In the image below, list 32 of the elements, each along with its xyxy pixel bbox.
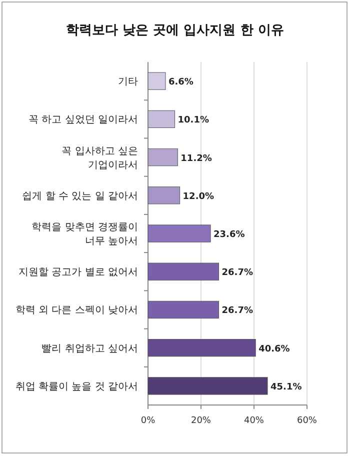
y-tick-label: 빨리 취업하고 싶어서 <box>42 343 138 354</box>
bar <box>148 300 220 319</box>
bar <box>148 148 178 166</box>
data-label: 26.7% <box>222 306 253 316</box>
x-tick-label: 0% <box>140 416 156 426</box>
chart-title: 학력보다 낮은 곳에 입사지원 한 이유 <box>66 23 284 38</box>
y-tick-label: 꼭 입사하고 싶은 기업이라서 <box>62 146 138 171</box>
y-tick-label: 지원할 공고가 별로 없어서 <box>18 267 138 278</box>
bar <box>148 186 180 204</box>
data-label: 11.2% <box>180 154 212 164</box>
bar <box>148 262 220 280</box>
data-label: 12.0% <box>182 192 214 202</box>
y-tick-label: 기타 <box>118 76 138 88</box>
bar <box>148 377 268 395</box>
y-tick-label: 학력을 맞추면 경쟁률이 너무 높아서 <box>32 222 138 247</box>
data-label: 6.6% <box>168 78 194 88</box>
data-label: 23.6% <box>214 230 245 240</box>
x-tick-label: 20% <box>190 416 212 426</box>
y-tick-label: 취업 확률이 높을 것 같아서 <box>15 381 138 392</box>
bar <box>148 110 176 128</box>
data-label: 26.7% <box>222 268 253 278</box>
data-label: 45.1% <box>270 382 302 392</box>
y-tick-label: 꼭 하고 싶었던 일이라서 <box>28 114 138 126</box>
bar <box>148 224 211 242</box>
data-label: 40.6% <box>258 344 290 354</box>
x-tick-label: 40% <box>244 416 264 426</box>
y-tick-label: 쉽게 할 수 있는 일 같아서 <box>22 190 138 202</box>
data-label: 10.1% <box>178 116 209 126</box>
y-tick-label: 학력 외 다른 스펙이 낮아서 <box>15 305 138 316</box>
bar <box>148 339 256 357</box>
bar <box>148 72 166 90</box>
x-tick-label: 60% <box>296 416 318 426</box>
